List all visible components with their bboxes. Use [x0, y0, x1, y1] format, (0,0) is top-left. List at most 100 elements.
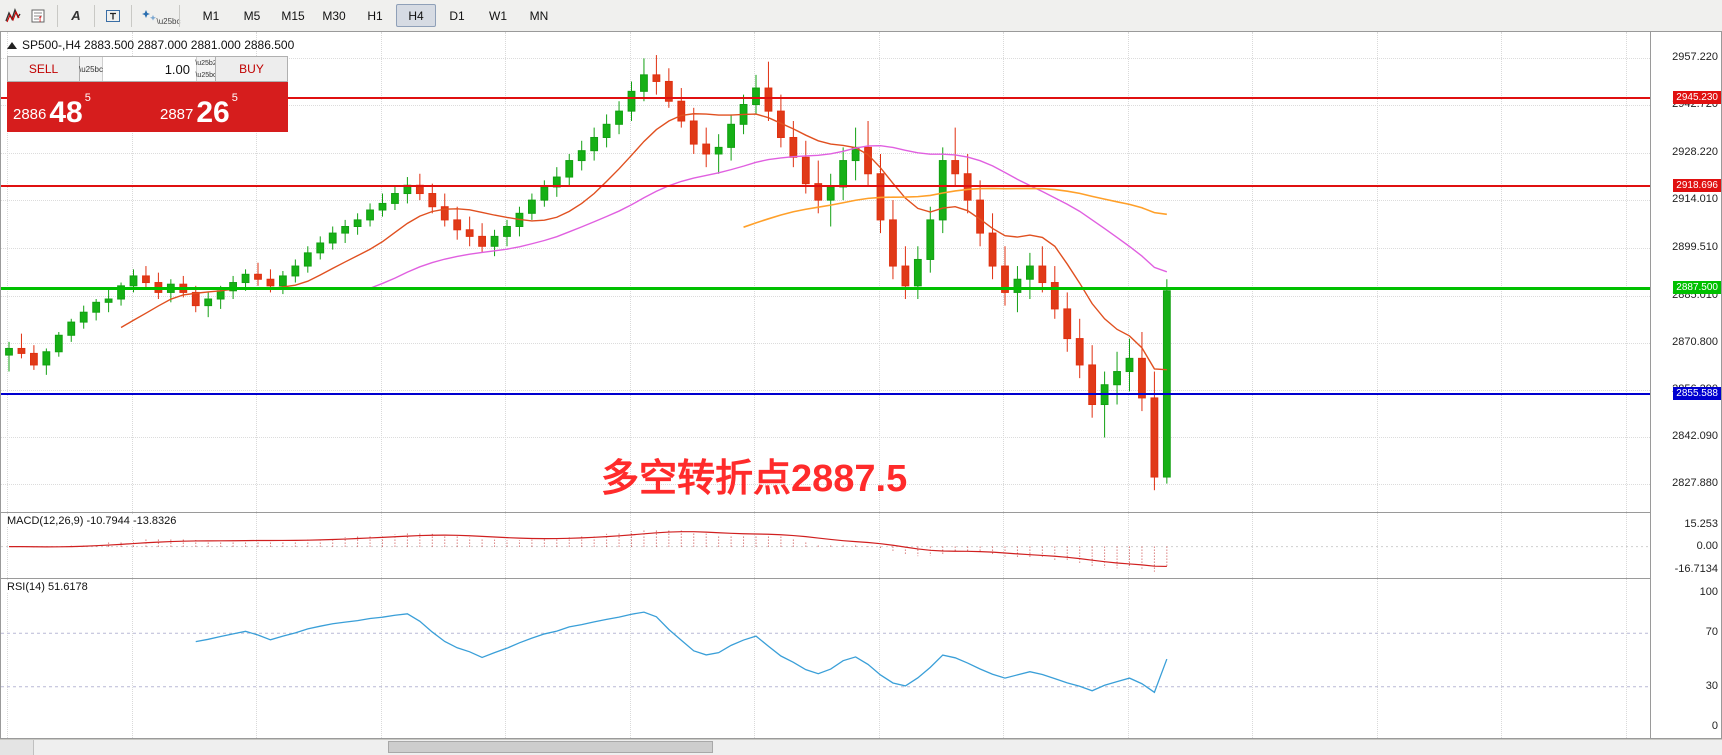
one-click-trading-panel[interactable]: SELL \u25bc 1.00 \u25b2 \u25bc BUY 2886	[7, 56, 288, 132]
text-label-icon[interactable]	[100, 4, 126, 28]
volume-value[interactable]: 1.00	[164, 61, 190, 77]
price-gridline	[1, 342, 1650, 344]
price-level-tag: 2855.588	[1673, 386, 1721, 400]
horizontal-scrollbar[interactable]	[0, 739, 1722, 755]
buy-price-sup: 5	[231, 92, 238, 104]
price-gridline	[1, 200, 1650, 202]
macd-tick-label: 15.253	[1684, 518, 1718, 531]
price-tick-label: 2827.880	[1672, 477, 1718, 490]
sell-button[interactable]: SELL	[7, 56, 80, 82]
price-series	[5, 55, 1171, 491]
sell-price-sup: 5	[84, 92, 91, 104]
buy-price-big: 26	[196, 96, 230, 129]
price-level-line[interactable]	[1, 97, 1650, 100]
scrollbar-left-box[interactable]	[0, 740, 34, 755]
price-tick-label: 2842.090	[1672, 430, 1718, 443]
price-gridline	[1, 484, 1650, 486]
objects-dropdown-caret-icon[interactable]: \u25bc	[156, 16, 181, 26]
toolbar-separator-3	[131, 4, 132, 27]
macd-tick-label: -16.7134	[1674, 562, 1718, 575]
chart-frame: SP500-,H4 2883.500 2887.000 2881.000 288…	[0, 31, 1722, 754]
text-tool-icon[interactable]: A	[71, 8, 81, 23]
time-gridline	[131, 32, 133, 738]
rsi-subwindow: RSI(14) 51.6178	[1, 578, 1650, 738]
price-level-tag: 2918.696	[1673, 178, 1721, 192]
time-gridline	[256, 32, 257, 738]
price-level-line[interactable]	[1, 392, 1650, 395]
time-gridline	[1501, 32, 1502, 738]
volume-up-icon[interactable]: \u25b2	[195, 59, 217, 67]
time-gridline	[1376, 32, 1378, 738]
price-gridline	[1, 247, 1650, 249]
macd-subwindow: MACD(12,26,9) -10.7944 -13.8326	[1, 512, 1650, 578]
timeframe-h4[interactable]: H4	[396, 4, 436, 27]
volume-down-icon[interactable]: \u25bc	[195, 71, 217, 79]
price-tick-label: 2928.220	[1672, 146, 1718, 159]
price-tick-label: 2899.510	[1672, 240, 1718, 253]
price-tick-label: 2914.010	[1672, 193, 1718, 206]
toolbar-separator-1	[57, 4, 58, 27]
time-gridline	[878, 32, 880, 738]
chart-menu-triangle-icon[interactable]	[7, 41, 17, 49]
rsi-label: RSI(14) 51.6178	[5, 581, 90, 593]
buy-price[interactable]: 2887 26 5	[154, 82, 288, 132]
expert-advisors-icon[interactable]: f	[26, 4, 52, 28]
sell-price-big: 48	[49, 96, 83, 129]
rsi-tick-label: 0	[1711, 720, 1718, 732]
macd-label: MACD(12,26,9) -10.7944 -13.8326	[5, 515, 179, 527]
price-level-line[interactable]	[1, 287, 1650, 291]
price-level-tag: 2945.230	[1673, 91, 1721, 105]
time-gridline	[754, 32, 755, 738]
time-gridline	[1003, 32, 1004, 738]
rsi-tick-label: 70	[1705, 626, 1718, 639]
buy-button[interactable]: BUY	[215, 56, 288, 82]
symbol-ohlc-label: SP500-,H4 2883.500 2887.000 2881.000 288…	[7, 38, 294, 52]
price-level-line[interactable]	[1, 184, 1650, 187]
scrollbar-thumb[interactable]	[388, 741, 713, 753]
time-gridline	[1127, 32, 1129, 738]
time-gridline	[380, 32, 382, 738]
chart-annotation-text: 多空转折点2887.5	[601, 458, 908, 500]
time-gridline	[1625, 32, 1627, 738]
timeframe-w1[interactable]: W1	[489, 8, 507, 23]
objects-icon[interactable]	[137, 4, 163, 28]
rsi-tick-label: 100	[1699, 586, 1718, 598]
price-gridline	[1, 437, 1650, 439]
macd-tick-label: 0.00	[1696, 539, 1718, 552]
rsi-tick-label: 30	[1705, 679, 1718, 692]
time-gridline	[1252, 32, 1253, 738]
price-scale[interactable]: 2957.220 2942.720 2928.220 2914.010 2899.510…	[1651, 31, 1722, 739]
time-gridline	[7, 32, 8, 738]
volume-stepper[interactable]: \u25b2 \u25bc	[195, 57, 217, 81]
buy-price-int: 2887	[160, 106, 194, 123]
timeframe-mn[interactable]: MN	[529, 8, 549, 23]
price-gridline	[1, 105, 1650, 107]
sell-price[interactable]: 2886 48 5	[7, 82, 154, 132]
price-gridline	[1, 295, 1650, 297]
time-gridline	[629, 32, 631, 738]
svg-text:f: f	[39, 15, 42, 24]
toolbar: f A \u25bc M1 M5 M15 M30 H1 H4 D1 W1 MN	[0, 0, 1722, 32]
price-gridline	[1, 390, 1650, 392]
time-gridline	[505, 32, 506, 738]
symbol-text: SP500-,H4 2883.500 2887.000 2881.000 288…	[22, 38, 295, 52]
toolbar-separator-4	[179, 4, 180, 27]
timeframe-h1[interactable]: H1	[367, 8, 383, 23]
timeframe-m1[interactable]: M1	[202, 8, 220, 23]
volume-field[interactable]: \u25bc 1.00 \u25b2 \u25bc	[79, 56, 217, 82]
price-tick-label: 2870.800	[1672, 335, 1718, 348]
price-gridline	[1, 153, 1650, 155]
sell-price-int: 2886	[13, 106, 47, 123]
timeframe-m15[interactable]: M15	[281, 8, 305, 23]
price-level-tag: 2887.500	[1673, 281, 1721, 295]
price-tick-label: 2957.220	[1672, 50, 1718, 63]
volume-dropdown-icon[interactable]: \u25bc	[79, 57, 103, 81]
indicators-icon[interactable]	[0, 4, 26, 28]
timeframe-m5[interactable]: M5	[243, 8, 261, 23]
chart-plot-area[interactable]: SP500-,H4 2883.500 2887.000 2881.000 288…	[0, 31, 1651, 739]
price-gridline	[1, 57, 1650, 59]
toolbar-separator-2	[94, 4, 95, 27]
timeframe-d1[interactable]: D1	[449, 8, 465, 23]
timeframe-m30[interactable]: M30	[322, 8, 346, 23]
